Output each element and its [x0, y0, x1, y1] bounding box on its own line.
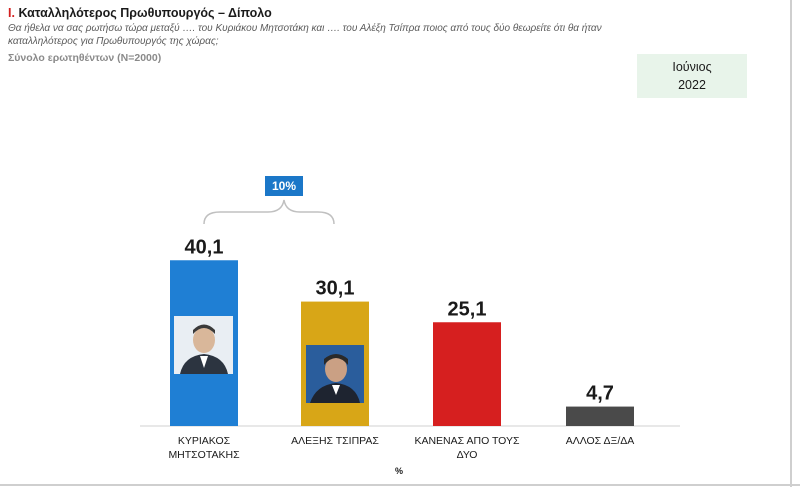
- difference-brace: [203, 199, 335, 225]
- bar-3: [433, 322, 501, 426]
- survey-question: Θα ήθελα να σας ρωτήσω τώρα μεταξύ …. το…: [8, 23, 602, 47]
- category-label-2: ΑΛΕΞΗΣ ΤΣΙΠΡΑΣ: [291, 435, 379, 447]
- title-text: Καταλληλότερος Πρωθυπουργός – Δίπολο: [18, 6, 272, 20]
- category-label-4: ΑΛΛΟΣ ΔΞ/ΔΑ: [565, 435, 635, 447]
- title-number: I.: [8, 6, 15, 20]
- value-label-2: 30,1: [316, 278, 355, 300]
- tsipras-photo: [306, 345, 364, 403]
- period-box: Ιούνιος 2022: [637, 54, 747, 98]
- category-label-1: ΚΥΡΙΑΚΟΣ ΜΗΤΣΟΤΑΚΗΣ: [168, 435, 240, 461]
- value-label-1: 40,1: [185, 236, 224, 258]
- period-year: 2022: [678, 78, 706, 92]
- frame-bottom-border: [0, 484, 800, 486]
- difference-badge: 10%: [265, 176, 303, 196]
- frame-right-border: [790, 0, 792, 487]
- value-label-4: 4,7: [586, 383, 614, 405]
- mitsotakis-photo: [174, 316, 233, 374]
- unit-label: %: [395, 466, 404, 476]
- value-label-3: 25,1: [448, 298, 487, 320]
- chart-title: I. Καταλληλότερος Πρωθυπουργός – Δίπολο: [8, 6, 272, 20]
- sample-base: Σύνολο ερωτηθέντων (Ν=2000): [8, 52, 162, 64]
- bar-4: [566, 406, 634, 426]
- category-label-3: ΚΑΝΕΝΑΣ ΑΠΟ ΤΟΥΣ ΔΥΟ: [414, 435, 520, 461]
- period-month: Ιούνιος: [672, 60, 712, 74]
